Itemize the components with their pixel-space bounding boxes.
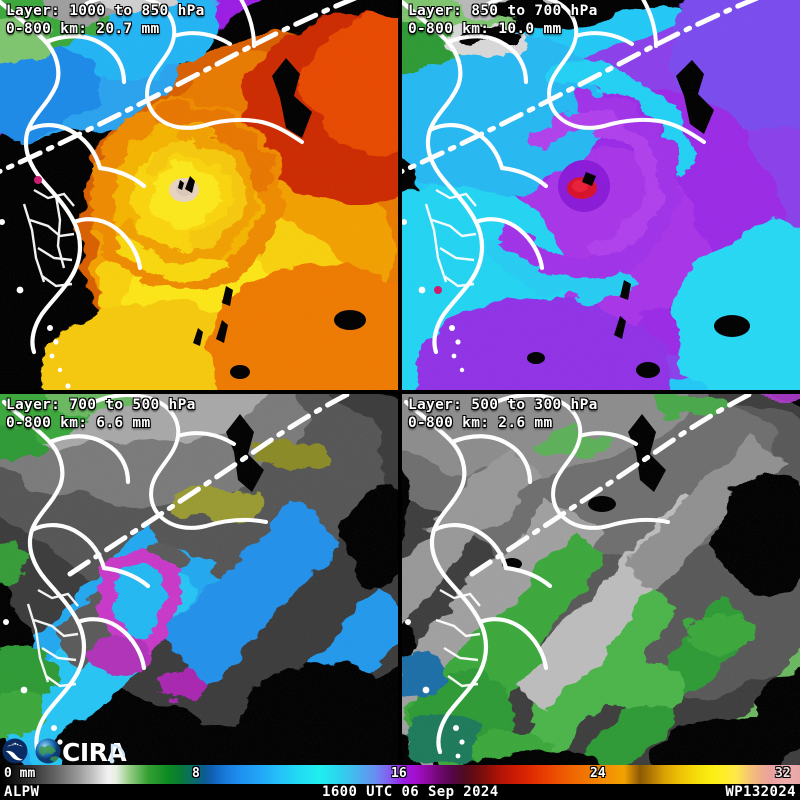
panel-label-700-500: Layer: 700 to 500 hPa 0-800 km: 6.6 mm bbox=[6, 396, 196, 432]
noaa-logo-icon: NOAA bbox=[2, 738, 28, 764]
field-850-700 bbox=[402, 0, 800, 390]
panel-title: Layer: 1000 to 850 hPa bbox=[6, 3, 205, 19]
panel-layer-700-500[interactable]: Layer: 700 to 500 hPa 0-800 km: 6.6 mm bbox=[0, 394, 398, 765]
colorbar bbox=[0, 765, 800, 784]
product-name-label: ALPW bbox=[4, 784, 40, 800]
panel-divider-vertical bbox=[398, 0, 402, 765]
panel-layer-500-300[interactable]: Layer: 500 to 300 hPa 0-800 km: 2.6 mm bbox=[402, 394, 800, 765]
panel-grid: Layer: 1000 to 850 hPa 0-800 km: 20.7 mm bbox=[0, 0, 800, 765]
panel-subtitle: 0-800 km: 2.6 mm bbox=[408, 415, 553, 431]
field-700-500 bbox=[0, 394, 398, 765]
field-500-300 bbox=[402, 394, 800, 765]
storm-id-label: WP132024 bbox=[725, 784, 796, 800]
panel-title: Layer: 500 to 300 hPa bbox=[408, 397, 598, 413]
cira-logo-icon: CIRA bbox=[35, 738, 128, 765]
colorbar-tick-8: 8 bbox=[192, 766, 200, 781]
panel-subtitle: 0-800 km: 20.7 mm bbox=[6, 21, 160, 37]
panel-layer-850-700[interactable]: Layer: 850 to 700 hPa 0-800 km: 10.0 mm bbox=[402, 0, 800, 390]
colorbar-tick-32: 32 bbox=[775, 766, 791, 781]
colorbar-tick-0: 0 mm bbox=[4, 766, 36, 781]
panel-title: Layer: 850 to 700 hPa bbox=[408, 3, 598, 19]
field-1000-850 bbox=[0, 0, 398, 390]
panel-label-500-300: Layer: 500 to 300 hPa 0-800 km: 2.6 mm bbox=[408, 396, 598, 432]
cira-wordmark: CIRA bbox=[62, 738, 127, 765]
panel-label-1000-850: Layer: 1000 to 850 hPa 0-800 km: 20.7 mm bbox=[6, 2, 205, 38]
colorbar-tick-16: 16 bbox=[391, 766, 407, 781]
footer-bar: ALPW 1600 UTC 06 Sep 2024 WP132024 bbox=[0, 784, 800, 800]
svg-text:NOAA: NOAA bbox=[10, 743, 21, 747]
panel-subtitle: 0-800 km: 6.6 mm bbox=[6, 415, 151, 431]
panel-label-850-700: Layer: 850 to 700 hPa 0-800 km: 10.0 mm bbox=[408, 2, 598, 38]
panel-divider-horizontal bbox=[0, 390, 800, 394]
timestamp-label: 1600 UTC 06 Sep 2024 bbox=[322, 784, 499, 800]
panel-layer-1000-850[interactable]: Layer: 1000 to 850 hPa 0-800 km: 20.7 mm bbox=[0, 0, 398, 390]
colorbar-tick-24: 24 bbox=[590, 766, 606, 781]
panel-subtitle: 0-800 km: 10.0 mm bbox=[408, 21, 562, 37]
panel-title: Layer: 700 to 500 hPa bbox=[6, 397, 196, 413]
logo-bar: NOAA CIRA bbox=[2, 737, 130, 765]
